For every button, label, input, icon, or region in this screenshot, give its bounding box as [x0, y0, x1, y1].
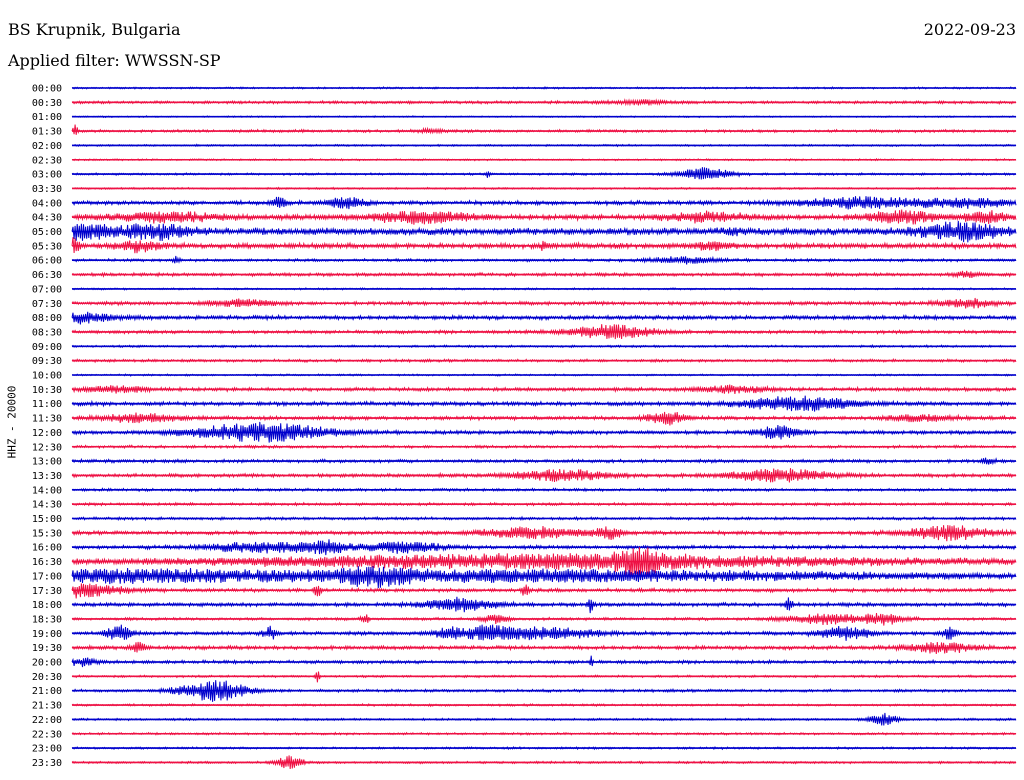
row-time-label: 07:00: [32, 284, 62, 295]
row-time-label: 12:30: [32, 442, 62, 453]
row-time-label: 12:00: [32, 428, 62, 439]
row-time-label: 16:00: [32, 543, 62, 554]
row-time-label: 14:00: [32, 485, 62, 496]
station-title: BS Krupnik, Bulgaria: [8, 20, 181, 39]
row-time-label: 04:30: [32, 213, 62, 224]
row-time-label: 16:30: [32, 557, 62, 568]
seismogram-trace-line: [71, 421, 1017, 443]
row-time-label: 06:30: [32, 270, 62, 281]
row-time-label: 04:00: [32, 198, 62, 209]
row-time-label: 23:30: [32, 758, 62, 769]
seismogram-trace-line: [71, 565, 1017, 589]
row-time-label: 09:30: [32, 356, 62, 367]
row-time-label: 17:30: [32, 586, 62, 597]
row-time-label: 05:00: [32, 227, 62, 238]
row-time-label: 03:30: [32, 184, 62, 195]
row-time-label: 00:30: [32, 98, 62, 109]
row-time-label: 06:00: [32, 256, 62, 267]
seismogram-trace-line: [71, 209, 1017, 225]
row-time-label: 11:00: [32, 399, 62, 410]
row-time-label: 19:00: [32, 629, 62, 640]
seismogram-trace-line: [71, 167, 1017, 180]
seismogram-trace-line: [71, 468, 1017, 483]
row-time-label: 21:00: [32, 686, 62, 697]
seismogram-trace-line: [71, 487, 1017, 493]
row-time-label: 07:30: [32, 299, 62, 310]
row-time-label: 20:30: [32, 672, 62, 683]
row-time-label: 02:00: [32, 141, 62, 152]
row-time-label: 19:30: [32, 643, 62, 654]
row-time-label: 22:00: [32, 715, 62, 726]
row-time-label: 21:30: [32, 701, 62, 712]
row-time-label: 15:00: [32, 514, 62, 525]
time-labels: 00:00 00:30 01:00 01:30 02:00 02:30 03:00 03:30…: [32, 84, 62, 769]
row-time-label: 10:00: [32, 371, 62, 382]
row-time-label: 18:30: [32, 614, 62, 625]
row-time-label: 20:00: [32, 658, 62, 669]
row-time-label: 09:00: [32, 342, 62, 353]
row-time-label: 01:00: [32, 112, 62, 123]
row-time-label: 03:00: [32, 170, 62, 181]
filter-label: Applied filter: WWSSN-SP: [8, 51, 221, 70]
row-time-label: 10:30: [32, 385, 62, 396]
row-time-label: 02:30: [32, 155, 62, 166]
seismogram-trace-line: [71, 124, 1017, 135]
seismogram-trace-line: [71, 525, 1017, 542]
row-time-label: 22:30: [32, 729, 62, 740]
seismogram-trace-line: [71, 547, 1017, 578]
row-time-label: 18:00: [32, 600, 62, 611]
row-time-label: 08:00: [32, 313, 62, 324]
seismogram-traces: [71, 86, 1017, 770]
row-time-label: 05:30: [32, 241, 62, 252]
row-time-label: 08:30: [32, 327, 62, 338]
record-date: 2022-09-23: [923, 20, 1016, 39]
row-time-label: 11:30: [32, 414, 62, 425]
seismogram-trace-line: [71, 220, 1017, 243]
row-time-label: 17:00: [32, 571, 62, 582]
row-time-label: 13:30: [32, 471, 62, 482]
row-time-label: 15:30: [32, 528, 62, 539]
row-time-label: 13:00: [32, 457, 62, 468]
row-time-label: 00:00: [32, 84, 62, 95]
row-time-label: 01:30: [32, 127, 62, 138]
row-time-label: 14:30: [32, 500, 62, 511]
row-time-label: 23:00: [32, 744, 62, 755]
